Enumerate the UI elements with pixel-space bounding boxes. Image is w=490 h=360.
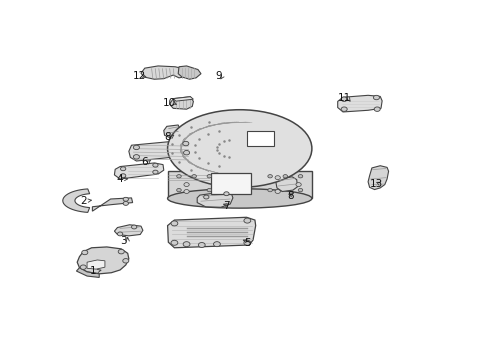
Circle shape <box>244 240 251 245</box>
Polygon shape <box>168 171 312 198</box>
Circle shape <box>153 163 158 167</box>
Text: 9: 9 <box>216 71 222 81</box>
Polygon shape <box>338 95 382 112</box>
Circle shape <box>275 176 280 180</box>
Text: 8: 8 <box>164 132 171 142</box>
Circle shape <box>171 240 178 245</box>
Polygon shape <box>170 97 194 109</box>
Ellipse shape <box>168 189 312 208</box>
Circle shape <box>183 141 189 146</box>
Bar <box>247 131 274 146</box>
Polygon shape <box>63 189 90 212</box>
Circle shape <box>184 150 190 155</box>
Circle shape <box>207 188 212 192</box>
Circle shape <box>123 197 128 201</box>
Circle shape <box>121 174 126 177</box>
Circle shape <box>341 97 347 102</box>
Text: 7: 7 <box>223 201 230 211</box>
Polygon shape <box>93 198 133 211</box>
Circle shape <box>198 243 205 247</box>
Circle shape <box>283 175 288 178</box>
Polygon shape <box>178 66 201 79</box>
Circle shape <box>275 190 280 193</box>
Polygon shape <box>197 192 233 207</box>
Polygon shape <box>168 217 256 248</box>
Text: 6: 6 <box>142 157 148 167</box>
Circle shape <box>123 202 128 205</box>
Text: 2: 2 <box>81 195 87 206</box>
Text: 12: 12 <box>132 71 146 81</box>
Polygon shape <box>76 268 99 278</box>
Text: 5: 5 <box>244 238 251 248</box>
Circle shape <box>298 188 303 192</box>
Circle shape <box>133 145 140 150</box>
Polygon shape <box>368 166 389 190</box>
Circle shape <box>153 170 158 174</box>
Circle shape <box>118 249 124 254</box>
Circle shape <box>123 258 129 263</box>
Circle shape <box>224 192 229 195</box>
Circle shape <box>298 175 303 178</box>
Text: 3: 3 <box>121 237 127 246</box>
Circle shape <box>82 250 88 255</box>
Circle shape <box>373 95 379 100</box>
Circle shape <box>184 183 189 186</box>
Circle shape <box>118 232 123 236</box>
Polygon shape <box>173 97 194 101</box>
Circle shape <box>244 218 251 223</box>
Circle shape <box>131 225 137 229</box>
Text: 1: 1 <box>90 266 97 276</box>
Circle shape <box>207 175 212 178</box>
Circle shape <box>177 175 181 178</box>
Circle shape <box>80 265 86 269</box>
Polygon shape <box>164 125 181 138</box>
Circle shape <box>374 107 380 111</box>
Circle shape <box>183 242 190 247</box>
Circle shape <box>268 175 272 178</box>
Text: 10: 10 <box>163 98 176 108</box>
Ellipse shape <box>168 110 312 187</box>
Circle shape <box>204 195 209 199</box>
Circle shape <box>192 175 196 178</box>
Circle shape <box>341 107 347 111</box>
Polygon shape <box>129 141 192 161</box>
Circle shape <box>296 183 301 186</box>
Circle shape <box>184 190 189 193</box>
Polygon shape <box>87 260 105 269</box>
Polygon shape <box>141 66 190 79</box>
Circle shape <box>121 167 126 171</box>
Circle shape <box>171 221 178 226</box>
Polygon shape <box>115 225 143 236</box>
Text: 4: 4 <box>117 174 123 184</box>
Polygon shape <box>77 247 129 274</box>
Circle shape <box>177 188 181 192</box>
Text: 11: 11 <box>338 93 351 103</box>
Circle shape <box>268 188 272 192</box>
Text: 8: 8 <box>288 191 294 201</box>
Text: 13: 13 <box>370 179 383 189</box>
Polygon shape <box>276 177 297 192</box>
Polygon shape <box>115 163 164 179</box>
Circle shape <box>214 242 220 247</box>
Bar <box>211 174 251 194</box>
Circle shape <box>133 155 140 159</box>
